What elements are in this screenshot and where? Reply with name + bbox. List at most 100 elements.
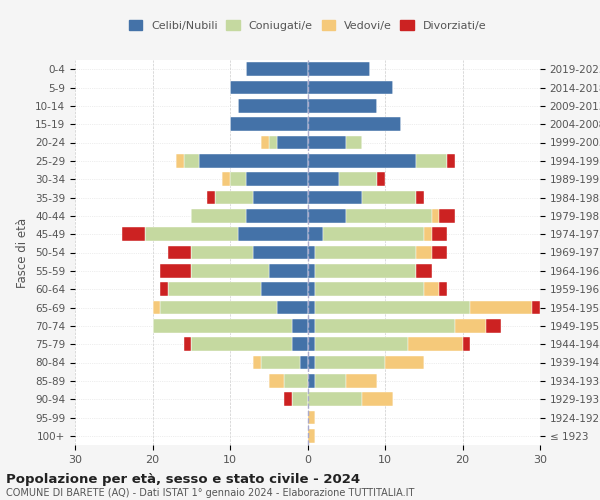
Bar (308, 62, 370, 76)
Bar (222, 172, 230, 186)
Bar (121, 228, 145, 241)
Bar (362, 392, 393, 406)
Bar (277, 136, 308, 149)
Bar (431, 228, 447, 241)
Bar (160, 282, 168, 296)
Bar (253, 356, 261, 370)
Bar (269, 136, 277, 149)
Bar (191, 338, 292, 351)
Bar (191, 246, 253, 260)
Bar (346, 374, 377, 388)
Bar (377, 172, 385, 186)
Bar (385, 356, 424, 370)
Bar (416, 154, 447, 168)
Bar (315, 282, 424, 296)
Bar (470, 300, 532, 314)
Bar (168, 282, 261, 296)
Bar (284, 392, 292, 406)
Bar (253, 190, 308, 204)
Bar (284, 374, 308, 388)
Bar (447, 154, 455, 168)
Bar (308, 319, 315, 332)
Bar (532, 300, 540, 314)
Bar (308, 154, 416, 168)
Bar (269, 374, 284, 388)
Bar (238, 228, 308, 241)
Bar (455, 319, 486, 332)
Bar (315, 319, 455, 332)
Bar (308, 209, 346, 222)
Bar (439, 209, 455, 222)
Bar (308, 264, 315, 278)
Bar (160, 300, 277, 314)
Bar (245, 172, 308, 186)
Bar (184, 338, 191, 351)
Bar (346, 136, 362, 149)
Bar (308, 136, 346, 149)
Bar (308, 99, 377, 112)
Bar (315, 300, 470, 314)
Bar (315, 338, 408, 351)
Bar (308, 190, 362, 204)
Bar (184, 154, 199, 168)
Bar (308, 300, 315, 314)
Bar (191, 209, 245, 222)
Bar (308, 410, 315, 424)
Text: COMUNE DI BARETE (AQ) - Dati ISTAT 1° gennaio 2024 - Elaborazione TUTTITALIA.IT: COMUNE DI BARETE (AQ) - Dati ISTAT 1° ge… (6, 488, 415, 498)
Legend: Celibi/Nubili, Coniugati/e, Vedovi/e, Divorziati/e: Celibi/Nubili, Coniugati/e, Vedovi/e, Di… (124, 16, 491, 35)
Bar (308, 338, 315, 351)
Bar (261, 356, 300, 370)
Bar (308, 246, 315, 260)
Bar (431, 209, 439, 222)
Bar (261, 136, 269, 149)
Bar (253, 246, 308, 260)
Bar (346, 209, 431, 222)
Bar (292, 338, 308, 351)
Bar (230, 118, 308, 131)
Bar (431, 246, 447, 260)
Bar (416, 264, 431, 278)
Bar (323, 228, 424, 241)
Bar (199, 154, 308, 168)
Bar (439, 282, 447, 296)
Bar (160, 264, 191, 278)
Bar (486, 319, 501, 332)
Bar (230, 172, 245, 186)
Bar (176, 154, 184, 168)
Bar (308, 374, 315, 388)
Bar (152, 319, 292, 332)
Bar (207, 190, 215, 204)
Bar (463, 338, 470, 351)
Bar (308, 118, 401, 131)
Bar (168, 246, 191, 260)
Bar (277, 300, 308, 314)
Bar (308, 392, 362, 406)
Bar (424, 282, 439, 296)
Bar (269, 264, 308, 278)
Bar (416, 246, 431, 260)
Bar (315, 264, 416, 278)
Y-axis label: Fasce di età: Fasce di età (16, 218, 29, 288)
Bar (215, 190, 253, 204)
Bar (308, 172, 338, 186)
Bar (230, 80, 308, 94)
Bar (424, 228, 431, 241)
Bar (408, 338, 463, 351)
Bar (362, 190, 416, 204)
Bar (261, 282, 308, 296)
Bar (191, 264, 269, 278)
Bar (145, 228, 238, 241)
Bar (308, 429, 315, 442)
Bar (416, 190, 424, 204)
Bar (308, 228, 323, 241)
Bar (315, 374, 346, 388)
Bar (315, 246, 416, 260)
Bar (292, 392, 308, 406)
Text: Popolazione per età, sesso e stato civile - 2024: Popolazione per età, sesso e stato civil… (6, 472, 360, 486)
Bar (300, 356, 308, 370)
Bar (308, 356, 315, 370)
Bar (338, 172, 377, 186)
Bar (238, 99, 308, 112)
Bar (245, 209, 308, 222)
Bar (245, 62, 308, 76)
